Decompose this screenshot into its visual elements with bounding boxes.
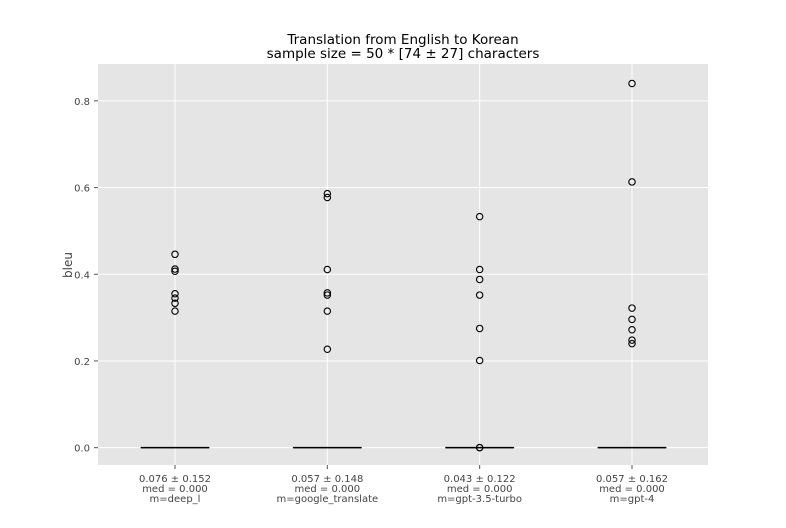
- y-tick-label: 0.4: [74, 270, 90, 281]
- plot-background: [98, 64, 708, 465]
- y-tick-label: 0.6: [74, 184, 90, 195]
- x-tick-label-model-label: m=gpt-4: [610, 494, 655, 505]
- y-tick-label: 0.8: [74, 97, 90, 108]
- y-tick-label: 0.0: [74, 444, 90, 455]
- y-axis-label: bleu: [61, 252, 75, 278]
- x-tick-label-model-label: m=gpt-3.5-turbo: [437, 494, 522, 505]
- x-tick-label-model-label: m=google_translate: [276, 494, 378, 505]
- x-tick-label-model-label: m=deep_l: [150, 494, 201, 505]
- chart-subtitle: sample size = 50 * [74 ± 27] characters: [267, 46, 540, 62]
- y-tick-label: 0.2: [74, 357, 90, 368]
